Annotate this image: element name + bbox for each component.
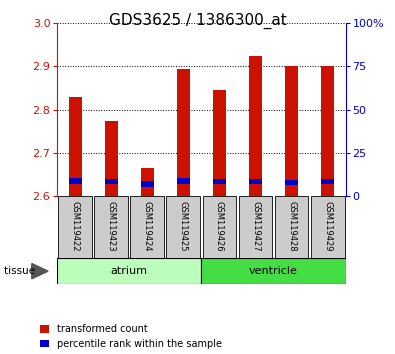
Text: ventricle: ventricle: [249, 266, 298, 276]
Bar: [58, 196, 92, 258]
Bar: [239, 196, 273, 258]
Text: GSM119428: GSM119428: [287, 201, 296, 252]
Bar: [105, 179, 118, 184]
Text: tissue: tissue: [4, 266, 38, 276]
Legend: transformed count, percentile rank within the sample: transformed count, percentile rank withi…: [40, 324, 222, 349]
Bar: [213, 90, 226, 196]
Bar: [213, 179, 226, 184]
Text: GSM119427: GSM119427: [251, 201, 260, 252]
Bar: [177, 178, 190, 184]
Bar: [57, 258, 201, 284]
Bar: [94, 196, 128, 258]
Bar: [310, 196, 344, 258]
Bar: [141, 181, 154, 187]
Bar: [321, 179, 334, 184]
Text: GSM119429: GSM119429: [323, 201, 332, 251]
Bar: [285, 179, 298, 185]
Text: GSM119424: GSM119424: [143, 201, 152, 251]
Text: GSM119425: GSM119425: [179, 201, 188, 251]
Bar: [166, 196, 200, 258]
Bar: [69, 97, 82, 196]
Bar: [177, 69, 190, 196]
Bar: [105, 121, 118, 196]
Bar: [201, 258, 346, 284]
Bar: [321, 67, 334, 196]
Bar: [249, 56, 262, 196]
Bar: [285, 67, 298, 196]
Text: GDS3625 / 1386300_at: GDS3625 / 1386300_at: [109, 12, 286, 29]
Bar: [249, 179, 262, 184]
Polygon shape: [32, 263, 48, 279]
Bar: [69, 178, 82, 184]
Bar: [203, 196, 237, 258]
Bar: [141, 168, 154, 196]
Bar: [130, 196, 164, 258]
Text: atrium: atrium: [111, 266, 148, 276]
Bar: [275, 196, 308, 258]
Text: GSM119426: GSM119426: [215, 201, 224, 252]
Text: GSM119423: GSM119423: [107, 201, 116, 252]
Text: GSM119422: GSM119422: [71, 201, 80, 251]
